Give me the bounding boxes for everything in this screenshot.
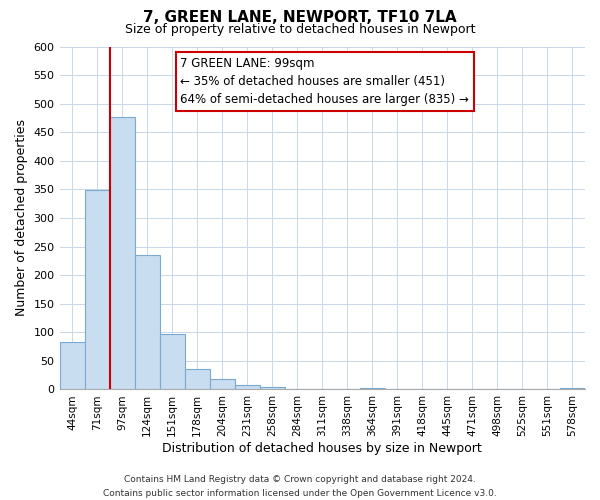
- Bar: [360, 388, 385, 390]
- Bar: [185, 370, 209, 390]
- Bar: [134, 254, 160, 390]
- Text: 7 GREEN LANE: 99sqm
← 35% of detached houses are smaller (451)
64% of semi-detac: 7 GREEN LANE: 99sqm ← 35% of detached ho…: [181, 57, 469, 106]
- Bar: [560, 388, 585, 390]
- Text: Contains HM Land Registry data © Crown copyright and database right 2024.
Contai: Contains HM Land Registry data © Crown c…: [103, 476, 497, 498]
- X-axis label: Distribution of detached houses by size in Newport: Distribution of detached houses by size …: [163, 442, 482, 455]
- Bar: [160, 334, 185, 390]
- Bar: [110, 118, 134, 390]
- Bar: [260, 386, 285, 390]
- Text: 7, GREEN LANE, NEWPORT, TF10 7LA: 7, GREEN LANE, NEWPORT, TF10 7LA: [143, 10, 457, 25]
- Text: Size of property relative to detached houses in Newport: Size of property relative to detached ho…: [125, 22, 475, 36]
- Bar: [85, 190, 110, 390]
- Bar: [59, 342, 85, 390]
- Y-axis label: Number of detached properties: Number of detached properties: [15, 120, 28, 316]
- Bar: [235, 385, 260, 390]
- Bar: [209, 379, 235, 390]
